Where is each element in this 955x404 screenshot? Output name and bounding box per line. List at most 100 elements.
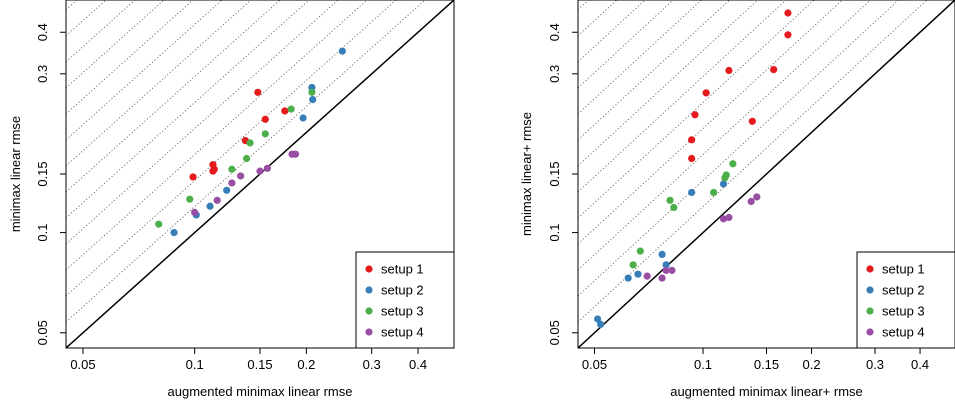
legend-label-setup-1: setup 1: [882, 262, 925, 277]
dotted-guide-line: [66, 0, 78, 11]
left-scatter-panel: 0.05 0.1 0.15 0.2 0.3 0.4 0.05 0.1 0.15 0.3 0.4 aug…: [8, 0, 455, 399]
data-point-setup-1: [209, 167, 217, 175]
y-tick-label: 0.1: [547, 224, 562, 242]
dotted-guide-line: [66, 0, 107, 37]
data-point-setup-1: [688, 154, 696, 163]
x-tick-label: 0.4: [911, 357, 929, 372]
data-point-setup-4: [658, 274, 666, 282]
data-point-setup-3: [287, 105, 295, 113]
dotted-guide-line: [66, 0, 165, 89]
dotted-guide-line: [66, 0, 252, 167]
legend-label-setup-2: setup 2: [882, 283, 925, 298]
data-point-setup-3: [228, 165, 236, 173]
legend: setup 1 setup 2 setup 3 setup 4: [856, 251, 955, 349]
data-point-setup-4: [291, 150, 300, 158]
dotted-guide-line: [578, 0, 674, 89]
data-point-setup-3: [670, 203, 678, 212]
y-axis-title: minimax linear rmse: [8, 116, 23, 232]
data-point-setup-3: [308, 88, 316, 96]
y-tick-label: 0.05: [35, 320, 50, 345]
data-point-setup-4: [643, 272, 651, 280]
data-point-setup-4: [237, 172, 245, 180]
y-tick-label: 0.4: [547, 23, 562, 41]
plot-area: [66, 0, 454, 348]
y-tick-label: 0.15: [35, 161, 50, 186]
dotted-guide-line: [66, 0, 310, 219]
dotted-guide-line: [578, 0, 815, 219]
data-point-setup-4: [662, 266, 670, 274]
dotted-guide-line: [578, 0, 702, 115]
data-point-setup-1: [748, 117, 756, 125]
data-point-setup-1: [688, 136, 696, 144]
data-point-setup-1: [784, 31, 792, 39]
data-point-setup-3: [729, 160, 737, 168]
legend-label-setup-2: setup 2: [381, 283, 424, 298]
data-point-setup-2: [597, 320, 605, 328]
dotted-guide-line: [578, 0, 787, 193]
dotted-guide-line: [66, 0, 194, 115]
data-point-setup-4: [256, 167, 264, 175]
data-point-setup-2: [593, 315, 602, 323]
x-tick-label: 0.3: [363, 357, 381, 372]
data-point-setup-4: [228, 179, 236, 187]
data-point-setup-4: [747, 197, 755, 206]
legend-marker-setup-1: [365, 265, 373, 273]
legend-marker-setup-1: [866, 265, 874, 273]
data-point-setup-3: [155, 220, 163, 228]
data-point-setup-1: [281, 107, 289, 115]
x-tick-label: 0.15: [247, 357, 272, 372]
data-point-setup-2: [299, 114, 307, 122]
legend-marker-setup-4: [365, 328, 373, 336]
y-tick-label: 0.15: [547, 161, 562, 186]
data-point-setup-2: [688, 188, 696, 197]
legend-marker-setup-2: [365, 286, 373, 294]
dotted-guide-line: [578, 0, 843, 245]
dotted-guide-line: [578, 0, 928, 323]
dotted-guide-line: [578, 0, 759, 167]
data-point-setup-2: [662, 261, 670, 269]
data-point-setup-4: [263, 164, 271, 172]
y-tick-label: 0.1: [35, 224, 50, 242]
legend-marker-setup-3: [365, 307, 373, 315]
legend-label-setup-3: setup 3: [381, 304, 424, 319]
legend-label-setup-4: setup 4: [882, 325, 925, 340]
legend-marker-setup-4: [866, 328, 874, 336]
data-point-setup-3: [629, 261, 637, 269]
dotted-guide-line: [578, 0, 872, 271]
x-tick-label: 0.05: [70, 357, 95, 372]
data-point-setup-2: [624, 274, 632, 282]
data-point-setup-3: [710, 188, 718, 197]
data-point-setup-2: [658, 250, 666, 258]
data-point-setup-2: [634, 270, 642, 278]
data-point-setup-1: [189, 173, 197, 181]
data-point-setup-1: [261, 115, 269, 123]
data-point-setup-1: [254, 88, 262, 96]
dotted-guide-line: [66, 0, 281, 193]
x-tick-label: 0.15: [754, 357, 779, 372]
y-tick-label: 0.4: [35, 23, 50, 41]
x-tick-label: 0.05: [582, 357, 607, 372]
y-tick-label: 0.05: [547, 320, 562, 345]
data-point-setup-4: [668, 266, 676, 274]
data-point-setup-4: [213, 196, 221, 204]
y-tick-label: 0.3: [547, 65, 562, 83]
data-point-setup-3: [242, 154, 251, 163]
x-tick-label: 0.2: [297, 357, 315, 372]
dotted-guide-line: [578, 0, 646, 63]
legend-label-setup-1: setup 1: [381, 262, 424, 277]
dotted-guide-line: [578, 0, 618, 37]
right-scatter-panel: 0.05 0.1 0.15 0.2 0.3 0.4 0.05 0.1 0.15 0.3 0.4 aug…: [519, 0, 955, 399]
data-point-setup-2: [309, 95, 317, 104]
dotted-guide-line: [578, 0, 900, 297]
x-tick-label: 0.3: [866, 357, 884, 372]
data-point-setup-2: [170, 228, 178, 237]
dotted-guide-line: [578, 0, 731, 141]
data-point-setup-3: [246, 139, 254, 147]
data-point-setup-4: [725, 213, 733, 222]
data-point-setup-3: [261, 130, 269, 138]
data-point-setup-4: [753, 193, 761, 201]
legend-marker-setup-3: [866, 307, 874, 315]
legend: setup 1 setup 2 setup 3 setup 4: [355, 251, 455, 349]
legend-label-setup-4: setup 4: [381, 325, 424, 340]
